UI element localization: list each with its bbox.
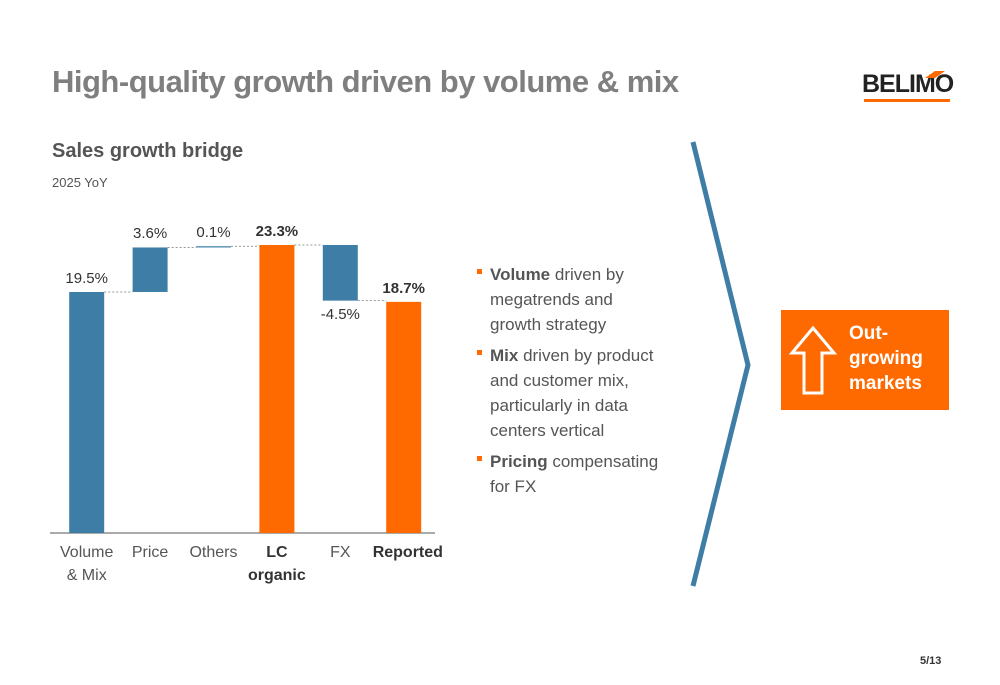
bar (196, 246, 231, 248)
bullet: Volume driven by megatrends and growth s… (476, 262, 666, 337)
chart-title: Sales growth bridge (52, 140, 244, 162)
value-label: 23.3% (255, 223, 299, 240)
x-tick-label: Price (131, 544, 169, 561)
bullet-text: driven by megatrends and growth strategy (490, 265, 624, 334)
value-label: 19.5% (65, 269, 108, 287)
bullet-bold: Pricing (490, 452, 548, 471)
logo-bar (864, 99, 950, 102)
bullet-bold: Volume (490, 265, 551, 284)
bar (132, 247, 168, 292)
bullets: Volume driven by megatrends and growth s… (476, 262, 666, 505)
bar (69, 291, 105, 533)
value-label: -4.5% (320, 305, 360, 323)
x-tick-label: Reported (372, 544, 443, 561)
x-tick-label: FX (330, 544, 351, 561)
logo-mark (925, 71, 945, 78)
value-label: 18.7% (382, 279, 425, 297)
chevron (690, 141, 751, 587)
x-tick-label: Others (189, 544, 238, 561)
bar (386, 301, 422, 533)
bar (259, 245, 295, 533)
slide-title: High-quality growth driven by volume & m… (52, 64, 679, 99)
value-label: 3.6% (132, 225, 168, 243)
bar (322, 245, 358, 301)
callout-text: Out-growing markets (849, 323, 923, 394)
bullet-bold: Mix (490, 346, 519, 365)
arrow-icon (788, 325, 838, 395)
x-tick-label: LC organic (247, 544, 306, 584)
bullet-text: driven by product and customer mix, part… (490, 346, 654, 440)
x-tick-label: Volume & Mix (60, 544, 114, 584)
value-label: 0.1% (196, 224, 231, 242)
chart-subtitle: 2025 YoY (52, 175, 108, 190)
page-number: 5/13 (920, 655, 942, 667)
bullet-text: compensating for FX (490, 452, 659, 496)
bullet: Pricing compensating for FX (476, 449, 666, 499)
bullet: Mix driven by product and customer mix, … (476, 343, 666, 443)
